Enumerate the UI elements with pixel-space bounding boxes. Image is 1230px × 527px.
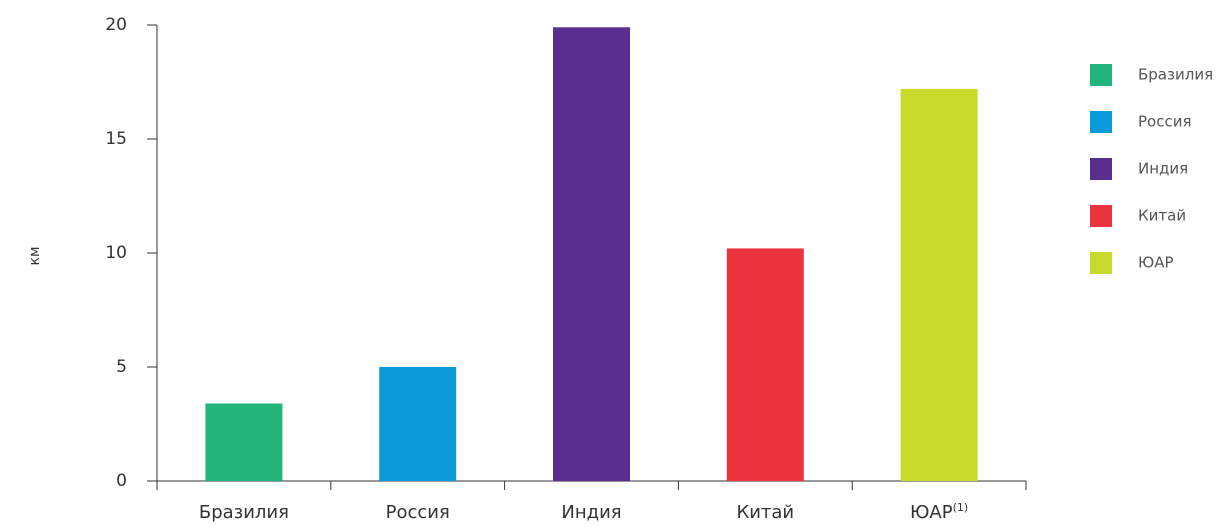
category-label-text: Бразилия [199, 502, 289, 523]
legend: Бразилия Россия Индия Китай ЮАР [1090, 64, 1213, 274]
bar-5 [900, 88, 978, 481]
legend-label: Бразилия [1138, 66, 1213, 84]
y-tick-label: 0 [116, 471, 127, 491]
y-tick-label: 10 [105, 243, 127, 263]
category-label: Китай [736, 502, 794, 523]
category-label-text: ЮАР [910, 502, 953, 523]
legend-label: Россия [1138, 113, 1192, 131]
y-tick-label: 15 [105, 129, 127, 149]
category-labels: Бразилия Россия Индия Китай ЮАР(1) [199, 501, 968, 523]
legend-swatch [1090, 64, 1112, 86]
legend-label: Китай [1138, 207, 1186, 225]
legend-swatch [1090, 205, 1112, 227]
category-label: Россия [386, 502, 450, 523]
legend-label: Индия [1138, 160, 1188, 178]
legend-swatch [1090, 158, 1112, 180]
category-label-text: Россия [386, 502, 450, 523]
bar-3 [553, 27, 630, 482]
y-tick-label: 20 [105, 15, 127, 35]
bar-2 [379, 367, 457, 481]
legend-label: ЮАР [1138, 254, 1174, 272]
bar-series [205, 27, 978, 482]
y-axis-label: км [27, 246, 43, 265]
category-label: Индия [561, 502, 621, 523]
x-axis-ticks [156, 481, 1027, 490]
category-label: Бразилия [199, 502, 289, 523]
legend-swatch [1090, 252, 1112, 274]
category-label-text: Китай [736, 502, 794, 523]
category-label-text: Индия [561, 502, 621, 523]
bar-4 [726, 248, 804, 481]
legend-swatch [1090, 111, 1112, 133]
category-label: ЮАР(1) [910, 501, 968, 523]
category-label-superscript: (1) [953, 501, 969, 514]
y-tick-label: 5 [116, 357, 127, 377]
bar-1 [205, 403, 283, 481]
y-axis-ticks: 0 5 10 15 20 [105, 15, 157, 491]
